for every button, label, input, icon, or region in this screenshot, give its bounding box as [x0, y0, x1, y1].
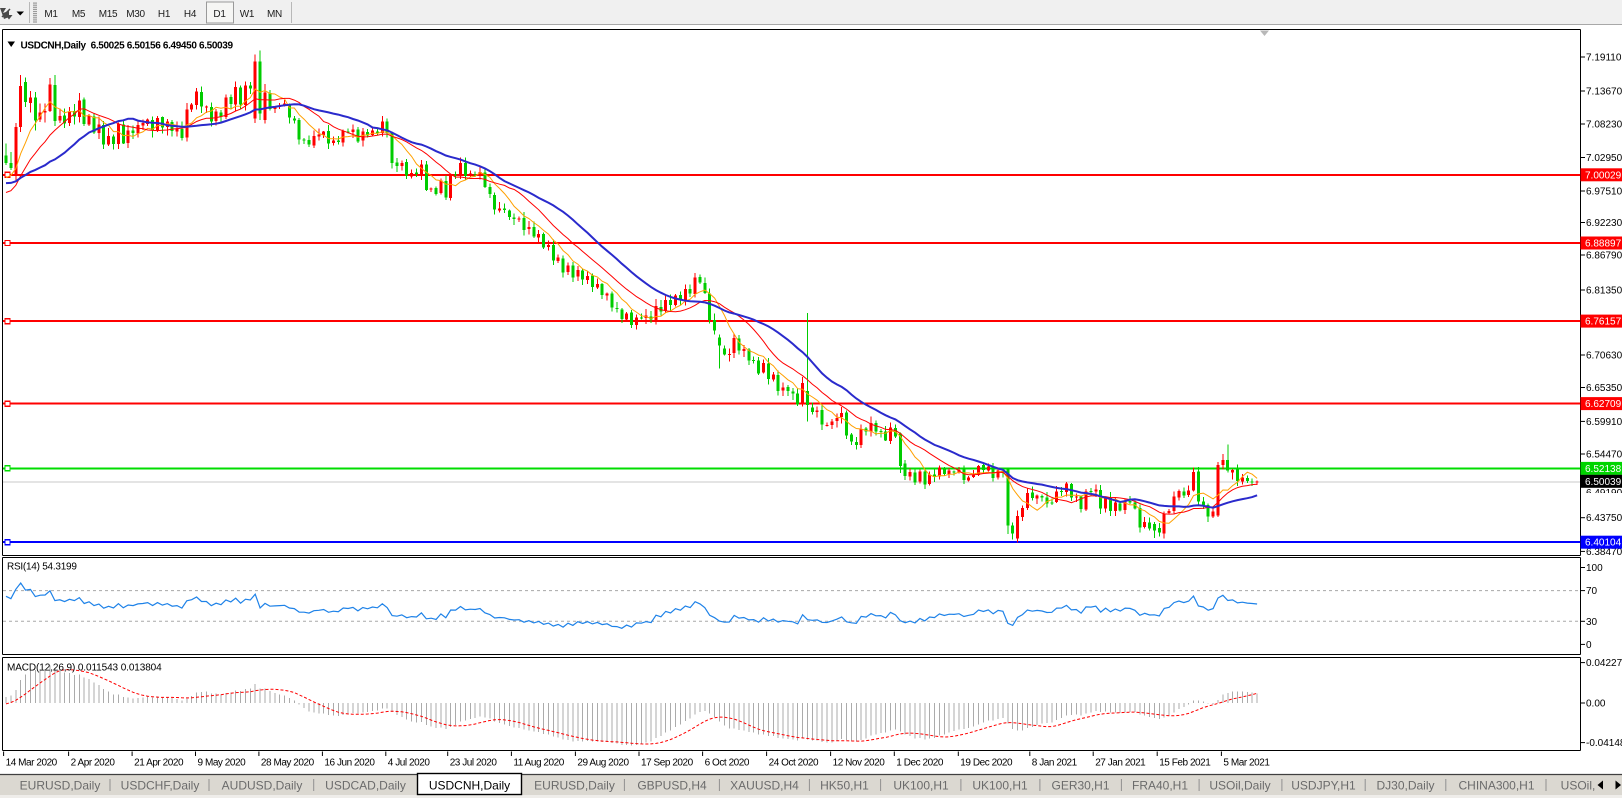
- svg-text:MN: MN: [267, 9, 282, 20]
- svg-text:6.65350: 6.65350: [1586, 383, 1622, 394]
- svg-text:RSI(14) 54.3199: RSI(14) 54.3199: [7, 562, 77, 573]
- svg-text:USDCNH,Daily: USDCNH,Daily: [429, 779, 510, 793]
- svg-text:H1: H1: [158, 9, 171, 20]
- svg-text:15 Feb 2021: 15 Feb 2021: [1159, 758, 1211, 769]
- svg-text:6.54470: 6.54470: [1586, 450, 1622, 461]
- svg-text:DJ30,Daily: DJ30,Daily: [1376, 779, 1434, 793]
- svg-text:6.40104: 6.40104: [1585, 538, 1622, 549]
- svg-text:6.70630: 6.70630: [1586, 351, 1622, 362]
- svg-text:HK50,H1: HK50,H1: [820, 779, 869, 793]
- svg-text:M30: M30: [126, 9, 145, 20]
- svg-text:28 May 2020: 28 May 2020: [261, 758, 315, 769]
- svg-text:30: 30: [1586, 617, 1598, 628]
- svg-text:7.19110: 7.19110: [1586, 53, 1622, 64]
- svg-text:1 Dec 2020: 1 Dec 2020: [896, 758, 944, 769]
- svg-text:9 May 2020: 9 May 2020: [198, 758, 247, 769]
- svg-text:6.76157: 6.76157: [1585, 317, 1622, 328]
- svg-text:29 Aug 2020: 29 Aug 2020: [577, 758, 629, 769]
- svg-text:6.62709: 6.62709: [1585, 399, 1622, 410]
- svg-text:7.02950: 7.02950: [1586, 153, 1622, 164]
- svg-text:UK100,H1: UK100,H1: [972, 779, 1028, 793]
- svg-text:0.042275: 0.042275: [1586, 658, 1622, 669]
- svg-text:7.13670: 7.13670: [1586, 87, 1622, 98]
- svg-text:14 Mar 2020: 14 Mar 2020: [6, 758, 58, 769]
- svg-text:GER30,H1: GER30,H1: [1051, 779, 1109, 793]
- svg-text:6.50039: 6.50039: [1585, 477, 1622, 488]
- svg-text:17 Sep 2020: 17 Sep 2020: [641, 758, 694, 769]
- svg-text:70: 70: [1586, 586, 1598, 597]
- svg-text:6.86790: 6.86790: [1586, 251, 1622, 262]
- svg-text:6.38470: 6.38470: [1586, 547, 1622, 558]
- svg-text:W1: W1: [240, 9, 255, 20]
- svg-text:AUDUSD,Daily: AUDUSD,Daily: [222, 779, 303, 793]
- svg-text:6 Oct 2020: 6 Oct 2020: [705, 758, 750, 769]
- svg-text:USDCNH,Daily 6.50025 6.50156: USDCNH,Daily 6.50025 6.50156 6.49450 6.5…: [21, 41, 234, 52]
- svg-text:6.43750: 6.43750: [1586, 513, 1622, 524]
- svg-text:100: 100: [1586, 563, 1603, 574]
- svg-text:EURUSD,Daily: EURUSD,Daily: [534, 779, 615, 793]
- svg-text:USOil,: USOil,: [1561, 779, 1596, 793]
- svg-text:USDCAD,Daily: USDCAD,Daily: [325, 779, 406, 793]
- svg-text:2 Apr 2020: 2 Apr 2020: [71, 758, 116, 769]
- svg-text:7.00029: 7.00029: [1585, 170, 1622, 181]
- svg-text:H4: H4: [184, 9, 197, 20]
- svg-text:19 Dec 2020: 19 Dec 2020: [960, 758, 1013, 769]
- svg-text:M5: M5: [72, 9, 86, 20]
- svg-text:GBPUSD,H4: GBPUSD,H4: [637, 779, 707, 793]
- svg-text:27 Jan 2021: 27 Jan 2021: [1095, 758, 1146, 769]
- svg-text:16 Jun 2020: 16 Jun 2020: [324, 758, 375, 769]
- svg-text:12 Nov 2020: 12 Nov 2020: [833, 758, 886, 769]
- svg-text:D1: D1: [213, 9, 226, 20]
- svg-text:M1: M1: [44, 9, 58, 20]
- svg-text:6.97510: 6.97510: [1586, 187, 1622, 198]
- svg-text:8 Jan 2021: 8 Jan 2021: [1032, 758, 1078, 769]
- svg-text:0: 0: [1586, 640, 1592, 651]
- svg-text:5 Mar 2021: 5 Mar 2021: [1223, 758, 1270, 769]
- svg-text:USDJPY,H1: USDJPY,H1: [1291, 779, 1356, 793]
- svg-text:11 Aug 2020: 11 Aug 2020: [513, 758, 564, 769]
- svg-text:-0.04148: -0.04148: [1586, 738, 1622, 749]
- svg-text:24 Oct 2020: 24 Oct 2020: [769, 758, 819, 769]
- svg-text:0.00: 0.00: [1586, 699, 1606, 710]
- svg-text:6.52138: 6.52138: [1585, 464, 1622, 475]
- svg-text:CHINA300,H1: CHINA300,H1: [1458, 779, 1534, 793]
- svg-text:MACD(12,26,9) 0.011543 0.01380: MACD(12,26,9) 0.011543 0.013804: [7, 663, 162, 674]
- svg-text:USOil,Daily: USOil,Daily: [1209, 779, 1270, 793]
- svg-text:XAUUSD,H4: XAUUSD,H4: [730, 779, 799, 793]
- svg-text:UK100,H1: UK100,H1: [893, 779, 949, 793]
- svg-text:6.81350: 6.81350: [1586, 286, 1622, 297]
- svg-text:21 Apr 2020: 21 Apr 2020: [134, 758, 184, 769]
- svg-text:7.08230: 7.08230: [1586, 120, 1622, 131]
- svg-text:6.49190: 6.49190: [1586, 488, 1622, 499]
- svg-text:4 Jul 2020: 4 Jul 2020: [388, 758, 431, 769]
- svg-text:6.92230: 6.92230: [1586, 218, 1622, 229]
- svg-text:6.88897: 6.88897: [1585, 239, 1622, 250]
- svg-text:23 Jul 2020: 23 Jul 2020: [450, 758, 498, 769]
- svg-text:EURUSD,Daily: EURUSD,Daily: [20, 779, 101, 793]
- svg-text:M15: M15: [99, 9, 118, 20]
- svg-text:USDCHF,Daily: USDCHF,Daily: [121, 779, 200, 793]
- svg-text:FRA40,H1: FRA40,H1: [1132, 779, 1188, 793]
- svg-text:6.59910: 6.59910: [1586, 417, 1622, 428]
